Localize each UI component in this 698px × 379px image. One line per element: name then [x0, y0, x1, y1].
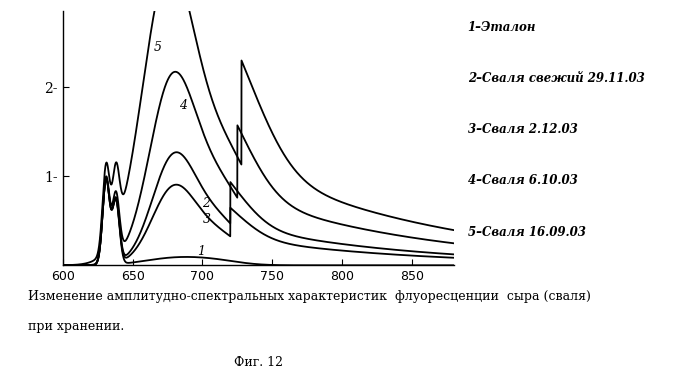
Text: при хранении.: при хранении. — [28, 320, 124, 333]
Text: 5: 5 — [154, 41, 161, 55]
Text: Фиг. 12: Фиг. 12 — [234, 356, 283, 369]
Text: 1: 1 — [197, 244, 205, 258]
Text: 5–Сваля 16.09.03: 5–Сваля 16.09.03 — [468, 226, 586, 238]
Text: 3: 3 — [202, 213, 210, 226]
Text: 2–Сваля свежий 29.11.03: 2–Сваля свежий 29.11.03 — [468, 72, 644, 85]
Text: 4: 4 — [179, 99, 186, 113]
Text: 1–Эталон: 1–Эталон — [468, 21, 536, 34]
Text: 3–Сваля 2.12.03: 3–Сваля 2.12.03 — [468, 123, 577, 136]
Text: 2: 2 — [202, 197, 210, 210]
Text: 4–Сваля 6.10.03: 4–Сваля 6.10.03 — [468, 174, 577, 187]
Text: Изменение амплитудно-спектральных характеристик  флуоресценции  сыра (сваля): Изменение амплитудно-спектральных характ… — [28, 290, 591, 303]
